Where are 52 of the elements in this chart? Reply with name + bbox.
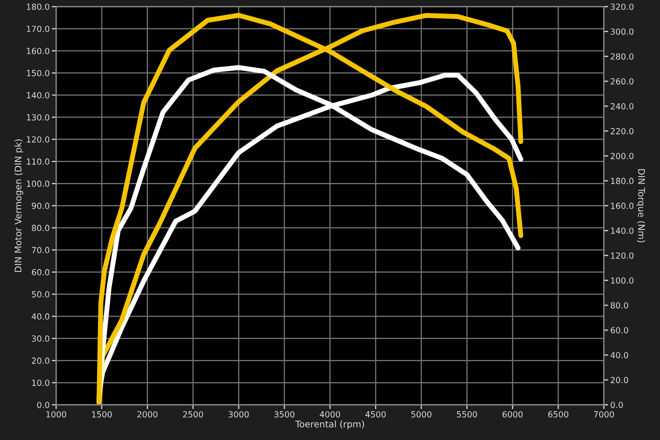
y-tick-label: 110.0 — [26, 158, 50, 165]
y2-tick-label: 80.0 — [610, 302, 628, 309]
y2-axis-title: DIN Torque (Nm) — [636, 169, 646, 242]
x-tick-label: 5500 — [456, 411, 477, 418]
y-tick-label: 100.0 — [26, 180, 50, 187]
y-tick-label: 70.0 — [32, 246, 50, 254]
y-tick-label: 10.0 — [32, 380, 50, 386]
x-tick-label: 3000 — [228, 411, 249, 418]
y2-tick-label: 40.0 — [610, 352, 628, 358]
y2-tick-label: 280.0 — [610, 53, 634, 60]
x-tick-label: 4500 — [365, 411, 386, 418]
x-tick-label: 2000 — [137, 411, 158, 418]
y-tick-label: 170.0 — [26, 26, 50, 32]
y-tick-label: 50.0 — [32, 291, 50, 298]
y2-tick-label: 260.0 — [610, 78, 634, 85]
y2-tick-label: 140.0 — [611, 228, 634, 234]
y2-tick-label: 60.0 — [610, 327, 628, 334]
x-tick-label: 6500 — [548, 411, 568, 418]
y2-tick-label: 100.0 — [611, 277, 634, 284]
y-tick-label: 20.0 — [32, 358, 50, 364]
y2-tick-label: 200.0 — [610, 152, 634, 160]
x-tick-label: 1500 — [92, 411, 112, 418]
y2-tick-label: 160.0 — [611, 202, 634, 209]
x-axis-title: Toerental (rpm) — [295, 420, 364, 430]
y-tick-label: 180.0 — [26, 4, 50, 10]
y-tick-label: 30.0 — [32, 335, 50, 342]
y2-tick-label: 220.0 — [610, 128, 634, 134]
y-tick-label: 90.0 — [32, 202, 50, 209]
y2-tick-label: 20.0 — [610, 376, 628, 384]
x-tick-label: 5000 — [411, 411, 432, 418]
y-tick-label: 160.0 — [26, 48, 50, 54]
y-tick-label: 140.0 — [26, 92, 50, 98]
y-tick-label: 130.0 — [26, 114, 50, 120]
y-tick-label: 120.0 — [26, 136, 50, 143]
x-tick-label: 4000 — [320, 411, 340, 418]
y-tick-label: 40.0 — [32, 313, 50, 320]
y2-tick-label: 240.0 — [610, 103, 634, 110]
y2-tick-label: 0.0 — [610, 402, 623, 408]
x-tick-label: 2500 — [183, 411, 204, 418]
y2-tick-label: 120.0 — [611, 252, 634, 259]
x-tick-label: 3500 — [274, 411, 294, 418]
x-tick-label: 7000 — [594, 411, 614, 418]
y2-tick-label: 180.0 — [611, 178, 634, 184]
y-tick-label: 80.0 — [32, 224, 50, 232]
y2-tick-label: 320.0 — [610, 4, 634, 10]
y-tick-label: 60.0 — [32, 269, 50, 276]
y-axis-title: DIN Motor Vermogen (DIN pk) — [14, 139, 24, 272]
x-tick-label: 1000 — [46, 411, 66, 418]
y2-tick-label: 300.0 — [610, 28, 634, 35]
y-tick-label: 150.0 — [26, 70, 50, 76]
y-tick-label: 0.0 — [37, 402, 50, 408]
x-tick-label: 6000 — [502, 411, 523, 418]
